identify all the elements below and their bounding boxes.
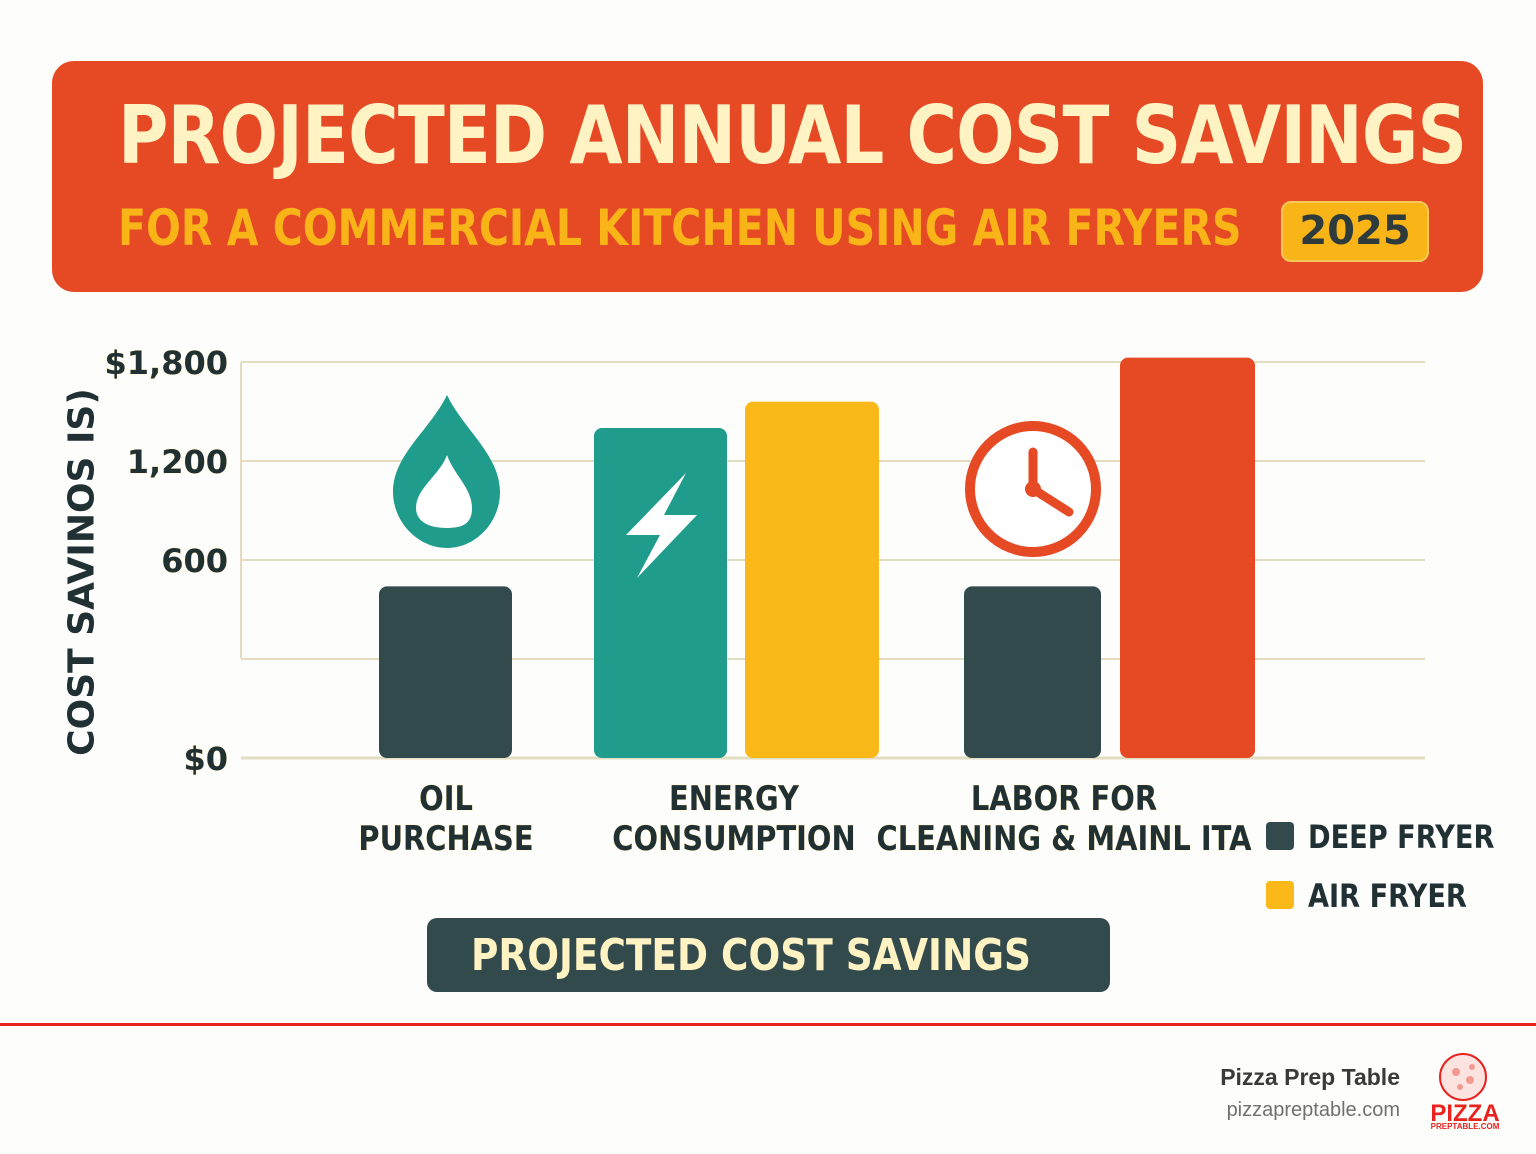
x-tick-label: ENERGY	[669, 780, 800, 819]
bar-air-fryer	[1120, 357, 1255, 758]
brand: Pizza Prep Table pizzapreptable.com	[1220, 1064, 1400, 1122]
page-title: PROJECTED ANNUAL COST SAVINGS	[118, 89, 1467, 182]
y-tick-label: 1,200	[127, 443, 228, 481]
button-label: PROJECTED COST SAVINGS	[471, 930, 1031, 981]
brand-url[interactable]: pizzapreptable.com	[1226, 1099, 1400, 1121]
bar-deep-fryer	[964, 586, 1101, 758]
y-tick-label: 600	[161, 542, 228, 580]
y-axis-label: COST SAVINOS IS)	[61, 388, 103, 756]
y-tick-label: $1,800	[105, 344, 228, 382]
y-tick-label: $0	[183, 740, 228, 778]
oil-drop-inner	[416, 455, 472, 528]
bar-deep-fryer	[594, 428, 727, 758]
x-tick-label: CONSUMPTION	[612, 820, 855, 859]
clock-icon	[965, 421, 1101, 557]
divider	[0, 1023, 1536, 1026]
x-tick-label: CLEANING & MAINL ITA	[877, 820, 1252, 859]
year-badge: 2025	[1281, 201, 1429, 262]
x-tick-label: LABOR FOR	[971, 780, 1157, 819]
x-tick-label: PURCHASE	[358, 820, 533, 859]
projected-cost-savings-button[interactable]: PROJECTED COST SAVINGS	[427, 918, 1110, 992]
bar-air-fryer	[745, 401, 879, 758]
clock-center	[1025, 481, 1041, 497]
legend-swatch-air-fryer	[1266, 881, 1294, 909]
pizza-icon	[1439, 1053, 1487, 1101]
page-subtitle: FOR A COMMERCIAL KITCHEN USING AIR FRYER…	[118, 199, 1242, 257]
logo-subtext: PREPTABLE.COM	[1430, 1122, 1500, 1131]
brand-name: Pizza Prep Table	[1220, 1064, 1400, 1090]
legend-swatch-deep-fryer	[1266, 822, 1294, 850]
logo-text: PIZZA	[1430, 1100, 1500, 1127]
title-banner: PROJECTED ANNUAL COST SAVINGS FOR A COMM…	[52, 61, 1483, 292]
legend-label: AIR FRYER	[1308, 877, 1467, 915]
x-tick-label: OIL	[419, 780, 473, 819]
lightning-bolt-icon	[626, 473, 697, 578]
legend-label: DEEP FRYER	[1308, 818, 1495, 856]
bar-deep-fryer	[379, 586, 512, 758]
pizza-logo: PIZZA PREPTABLE.COM	[1424, 1052, 1506, 1132]
